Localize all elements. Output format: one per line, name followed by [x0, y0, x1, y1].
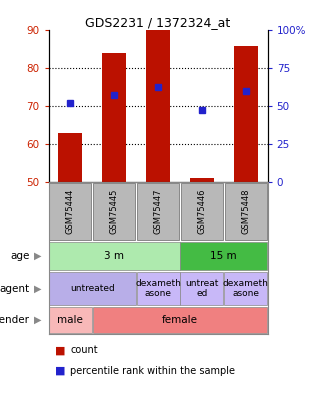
Bar	[49, 273, 136, 305]
Text: GSM75446: GSM75446	[198, 189, 206, 234]
Text: GSM75448: GSM75448	[241, 189, 250, 234]
Bar	[136, 273, 180, 305]
Bar	[93, 183, 135, 240]
Text: GSM75447: GSM75447	[154, 189, 162, 234]
Text: age: age	[10, 251, 30, 261]
Text: 3 m: 3 m	[104, 251, 124, 261]
Text: ▶: ▶	[34, 315, 41, 325]
Text: dexameth
asone: dexameth asone	[223, 279, 269, 298]
Text: GSM75445: GSM75445	[110, 189, 119, 234]
Bar	[233, 46, 258, 182]
Text: ▶: ▶	[34, 284, 41, 294]
Bar	[49, 183, 91, 240]
Bar	[93, 307, 267, 333]
Bar	[59, 133, 83, 182]
Text: ■: ■	[55, 366, 65, 375]
Bar	[102, 53, 126, 182]
Bar	[49, 307, 92, 333]
Text: ■: ■	[55, 345, 65, 355]
Text: gender: gender	[0, 315, 30, 325]
Bar	[224, 273, 267, 305]
Text: untreat
ed: untreat ed	[185, 279, 218, 298]
Text: count: count	[70, 345, 98, 355]
Bar	[225, 183, 267, 240]
Text: dexameth
asone: dexameth asone	[135, 279, 181, 298]
Bar	[146, 30, 170, 182]
Text: female: female	[162, 315, 198, 325]
Bar	[190, 179, 214, 182]
Bar	[180, 242, 267, 271]
Text: GSM75444: GSM75444	[66, 189, 75, 234]
Text: agent: agent	[0, 284, 30, 294]
Text: 15 m: 15 m	[210, 251, 237, 261]
Text: male: male	[58, 315, 83, 325]
Bar	[49, 242, 180, 271]
Bar	[180, 273, 223, 305]
Bar	[181, 183, 223, 240]
Text: untreated: untreated	[70, 284, 115, 293]
Text: ▶: ▶	[34, 251, 41, 261]
Bar	[137, 183, 179, 240]
Title: GDS2231 / 1372324_at: GDS2231 / 1372324_at	[85, 16, 231, 29]
Text: percentile rank within the sample: percentile rank within the sample	[70, 366, 235, 375]
